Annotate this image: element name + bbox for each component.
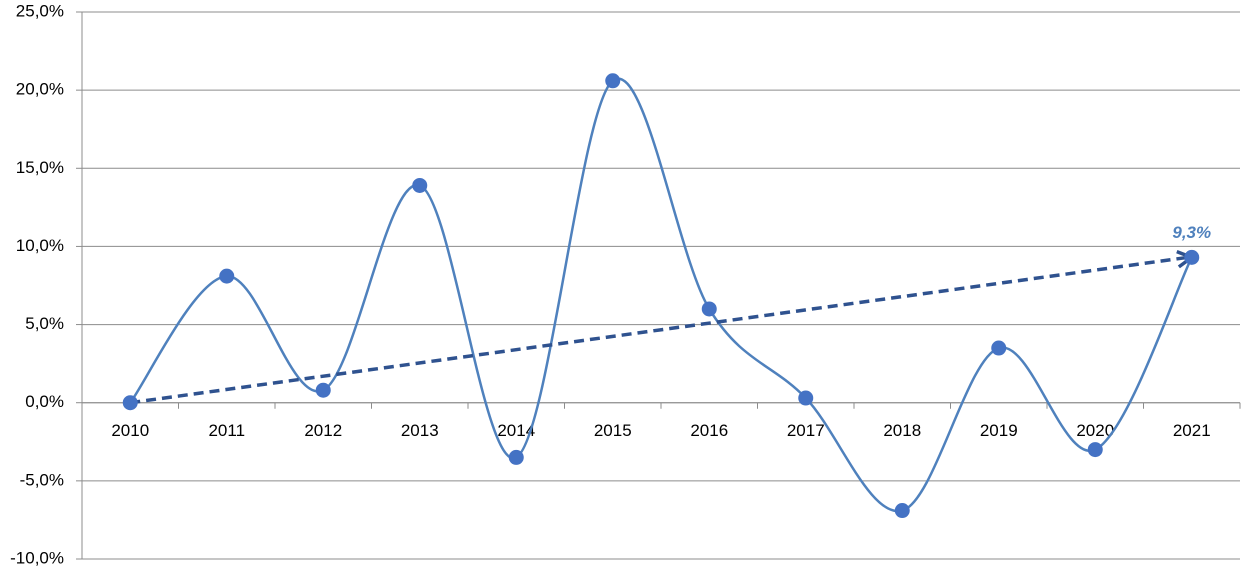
data-point	[894, 503, 910, 519]
data-point	[1087, 442, 1103, 458]
data-point	[219, 268, 235, 284]
trend-arrow	[130, 255, 1188, 405]
y-tick-label: 0,0%	[25, 392, 64, 411]
data-point	[798, 390, 814, 406]
y-tick-label: 10,0%	[16, 236, 64, 255]
x-tick-label: 2019	[980, 421, 1018, 440]
x-tick-label: 2011	[208, 421, 245, 440]
data-point	[412, 177, 428, 193]
data-point	[701, 301, 717, 317]
data-point	[508, 449, 524, 465]
data-point	[991, 340, 1007, 356]
data-point	[605, 73, 621, 89]
x-tick-label: 2017	[787, 421, 825, 440]
y-tick-label: 25,0%	[16, 1, 64, 20]
x-tick-label: 2020	[1076, 421, 1114, 440]
y-tick-label: -10,0%	[10, 548, 64, 567]
x-tick-label: 2016	[690, 421, 728, 440]
y-tick-label: -5,0%	[20, 470, 64, 489]
y-tick-label: 5,0%	[25, 314, 64, 333]
y-tick-label: 15,0%	[16, 158, 64, 177]
x-tick-label: 2010	[111, 421, 149, 440]
series-line	[129, 77, 1193, 513]
x-tick-label: 2015	[594, 421, 632, 440]
data-point	[1184, 249, 1200, 265]
y-tick-label: 20,0%	[16, 80, 64, 99]
x-tick-label: 2021	[1173, 421, 1211, 440]
x-tick-label: 2014	[497, 421, 535, 440]
x-tick-label: 2018	[883, 421, 921, 440]
x-tick-label: 2012	[304, 421, 342, 440]
data-label: 9,3%	[1172, 223, 1211, 242]
x-tick-label: 2013	[401, 421, 439, 440]
data-point	[315, 382, 331, 398]
data-point	[122, 395, 138, 411]
